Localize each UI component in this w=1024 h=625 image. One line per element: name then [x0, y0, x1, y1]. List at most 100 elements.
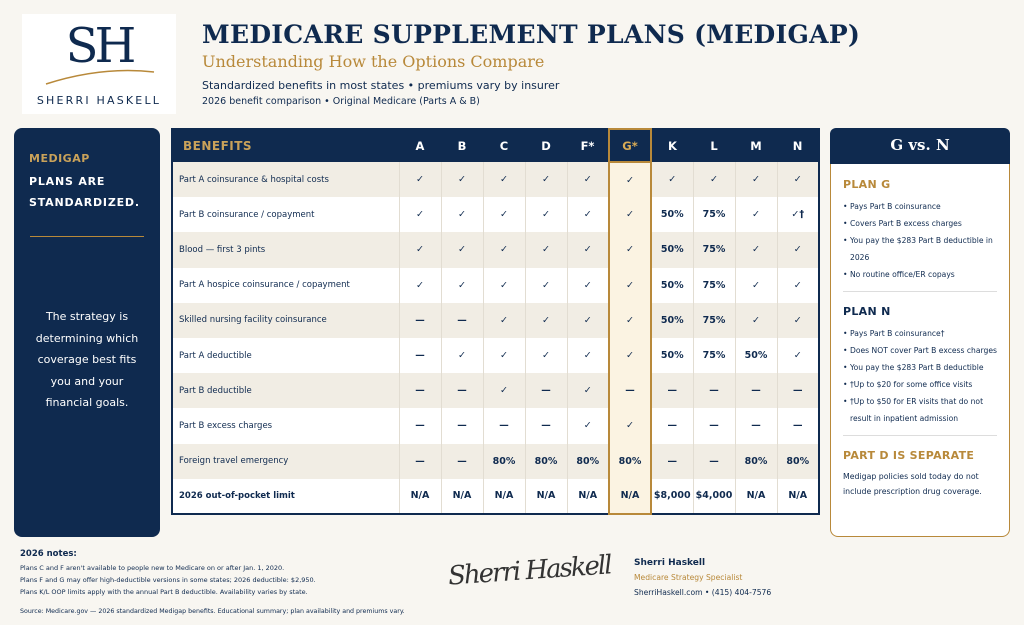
table-cell: ✓ — [482, 267, 525, 303]
table-cell: ✓ — [734, 302, 777, 338]
table-row: Part A coinsurance & hospital costs ✓ ✓ ✓ ✓ ✓… — [172, 162, 819, 198]
table-cell: ✓ — [398, 197, 441, 233]
table-cell: — — [650, 443, 693, 479]
row-label: Blood — first 3 pints — [172, 232, 399, 268]
table-cell: 80% — [482, 443, 525, 479]
bullet: Pays Part B coinsurance — [843, 198, 997, 215]
panel-kicker: MEDIGAP — [29, 152, 90, 165]
table-cell: ✓ — [566, 408, 609, 444]
table-cell: — — [776, 408, 819, 444]
table-cell: 80% — [608, 443, 652, 479]
table-cell: — — [398, 408, 441, 444]
table-cell: ✓ — [734, 267, 777, 303]
header-row: BENEFITS A B C D F* G* K L M N — [172, 128, 819, 163]
bullet: No routine office/ER copays — [843, 266, 997, 283]
section: PLAN N Pays Part B coinsurance†Does NOT c… — [843, 291, 997, 427]
row-label: Part B deductible — [172, 373, 399, 409]
table-cell: ✓ — [440, 197, 483, 233]
table-cell: — — [524, 408, 567, 444]
table-cell: ✓ — [482, 197, 525, 233]
table-cell: ✓ — [482, 232, 525, 268]
table-cell: ✓ — [524, 162, 567, 198]
plan-header: C — [483, 129, 525, 162]
source: Source: Medicare.gov — 2026 standardized… — [20, 608, 405, 615]
table-cell: ✓ — [566, 337, 609, 374]
table-cell: ✓ — [482, 373, 525, 409]
plan-header: M — [735, 129, 777, 162]
subtitle: Understanding How the Options Compare — [202, 52, 545, 71]
table-cell: ✓ — [566, 197, 609, 233]
table-cell: ✓ — [608, 267, 652, 303]
row-label: Part B coinsurance / copayment — [179, 209, 315, 220]
contact-role: Medicare Strategy Specialist — [634, 573, 743, 582]
bullet: You pay the $283 Part B deductible — [843, 359, 997, 376]
table-cell: N/A — [440, 478, 483, 514]
header-line: 2026 benefit comparison • Original Medic… — [202, 96, 480, 107]
bullet: You pay the $283 Part B deductible in 20… — [843, 232, 997, 266]
section-heading: PLAN N — [843, 305, 891, 318]
note: Plans K/L OOP limits apply with the annu… — [20, 588, 308, 596]
table-row: 2026 out-of-pocket limit N/A N/A N/A N/A N/A N… — [172, 478, 819, 515]
table-cell: $8,000 — [650, 478, 693, 514]
table-cell: N/A — [524, 478, 567, 514]
table-cell: 50% — [650, 267, 693, 303]
contact-name: Sherri Haskell — [634, 558, 706, 568]
note: Plans F and G may offer high-deductible … — [20, 576, 316, 584]
side-title: G vs. N — [830, 128, 1010, 164]
table-cell: ✓ — [566, 232, 609, 268]
table-cell: N/A — [608, 478, 652, 515]
header-line: Standardized benefits in most states • p… — [202, 79, 560, 92]
table-cell: 75% — [692, 197, 735, 233]
table-cell: ✓ — [482, 162, 525, 198]
table-cell: ✓ — [398, 232, 441, 268]
table-cell: ✓ — [608, 197, 652, 233]
table-cell: N/A — [734, 478, 777, 514]
table-cell: 50% — [650, 302, 693, 338]
table-cell: N/A — [482, 478, 525, 514]
table-cell: ✓ — [566, 162, 609, 198]
table-cell: ✓ — [734, 162, 777, 198]
table-cell: — — [398, 373, 441, 409]
table-cell: ✓ — [566, 302, 609, 338]
table-cell: — — [440, 373, 483, 409]
table-cell: 80% — [734, 443, 777, 479]
table-cell: N/A — [398, 478, 441, 514]
left-panel: MEDIGAP PLANS ARE STANDARDIZED. The stra… — [14, 128, 160, 537]
table-cell: ✓ — [776, 337, 819, 374]
table-cell: 50% — [650, 197, 693, 233]
table-cell: — — [734, 408, 777, 444]
section: PART D IS SEPARATE Medigap policies sold … — [843, 435, 997, 499]
row-label: Part A coinsurance & hospital costs — [172, 162, 399, 198]
table-cell: — — [692, 408, 735, 444]
table-cell: ✓ — [776, 232, 819, 268]
signature: Sherri Haskell — [447, 550, 612, 592]
header-cell: BENEFITS — [172, 129, 399, 162]
table-cell: 50% — [650, 337, 693, 374]
plan-header: K — [651, 129, 693, 162]
bullet: Covers Part B excess charges — [843, 215, 997, 232]
row-label: Part A deductible — [179, 350, 252, 361]
table-cell: ✓ — [524, 197, 567, 233]
table-cell: ✓ — [440, 267, 483, 303]
table-cell: — — [524, 373, 567, 409]
table-row: Part B deductible — — ✓ — ✓ — — — — — — [172, 373, 819, 409]
bullet: †Up to $50 for ER visits that do not res… — [843, 393, 997, 427]
row-label: Skilled nursing facility coinsurance — [172, 302, 399, 338]
table-cell: ✓ — [776, 302, 819, 338]
plan-header: D — [525, 129, 567, 162]
table-cell: — — [482, 408, 525, 444]
section-heading: PART D IS SEPARATE — [843, 449, 975, 462]
logo-swoosh — [45, 69, 155, 85]
notes-title: 2026 notes: — [20, 549, 77, 559]
table-cell: ✓ — [566, 373, 609, 409]
table-cell: 75% — [692, 337, 735, 374]
table-row: Part A deductible — ✓ ✓ ✓ ✓ ✓ 50% 75% 50% ✓ — [172, 337, 819, 374]
table-cell: — — [398, 337, 441, 374]
row-label: Part B excess charges — [179, 420, 273, 431]
table-cell: ✓ — [440, 162, 483, 198]
table-cell: — — [650, 408, 693, 444]
table-cell: 80% — [524, 443, 567, 479]
bullet: †Up to $20 for some office visits — [843, 376, 997, 393]
table-cell: ✓† — [776, 197, 819, 233]
